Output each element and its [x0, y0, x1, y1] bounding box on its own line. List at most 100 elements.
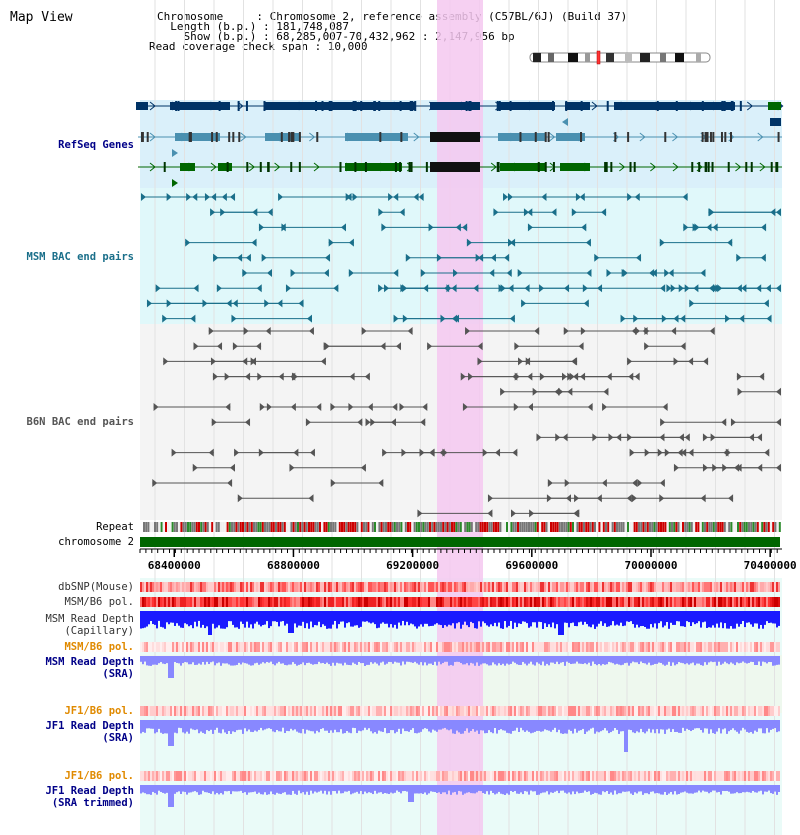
repeat-segment [334, 522, 337, 532]
repeat-segment [242, 522, 244, 532]
repeat-segment [261, 522, 264, 532]
depth-bar [334, 720, 336, 730]
pol-cell [480, 706, 482, 716]
depth-bar [720, 720, 722, 734]
pol-cell [268, 771, 270, 781]
depth-bar [560, 720, 562, 734]
pol-cell [648, 582, 650, 592]
depth-bar [408, 611, 410, 626]
depth-bar [520, 611, 522, 624]
b6n-bac-track[interactable] [152, 327, 781, 518]
depth-bar [696, 611, 698, 624]
pol-cell [406, 642, 408, 652]
repeat-track[interactable] [143, 522, 781, 532]
pol-cell [344, 706, 346, 716]
pol-cell [740, 706, 742, 716]
pol-cell [310, 642, 312, 652]
repeat-segment [624, 522, 627, 532]
jf1-b6-pol-track-2[interactable] [140, 771, 780, 781]
pol-cell [690, 642, 692, 652]
pol-cell [290, 771, 292, 781]
pol-cell [480, 642, 482, 652]
pol-cell [430, 771, 432, 781]
pol-cell [716, 706, 718, 716]
chromosome-bar[interactable] [140, 537, 780, 547]
pol-cell [742, 771, 744, 781]
repeat-segment [202, 522, 205, 532]
depth-bar [774, 611, 776, 624]
pol-cell [320, 642, 322, 652]
pol-cell [742, 597, 744, 607]
msm-read-depth-capillary-track[interactable] [140, 611, 780, 635]
pol-cell [756, 706, 758, 716]
refseq-gene-track[interactable] [136, 101, 784, 187]
pol-cell [288, 642, 290, 652]
depth-bar [168, 720, 170, 746]
pol-cell [396, 582, 398, 592]
msm-bac-pair-end [230, 193, 236, 201]
pol-cell [372, 706, 374, 716]
pol-cell [420, 706, 422, 716]
pol-cell [680, 597, 682, 607]
msm-bac-pair-end [232, 299, 238, 308]
pol-cell [362, 771, 364, 781]
depth-bar [622, 611, 624, 627]
pol-cell [696, 771, 698, 781]
pol-cell [464, 642, 466, 652]
b6n-bac-pair-end [265, 327, 271, 335]
depth-bar [586, 720, 588, 732]
gene-direction-arrow [528, 101, 535, 111]
msm-b6-pol-track-2[interactable] [140, 642, 780, 652]
gene-direction-arrow [565, 101, 572, 111]
pol-cell [354, 771, 356, 781]
dbsnp-track[interactable] [140, 582, 780, 592]
pol-cell [188, 771, 190, 781]
pol-cell [154, 582, 156, 592]
pol-cell [150, 642, 152, 652]
depth-bar [374, 611, 376, 625]
depth-bar [458, 720, 460, 733]
pol-cell [538, 597, 540, 607]
b6n-bac-pair-end [422, 403, 428, 411]
depth-bar [256, 611, 258, 622]
depth-bar [264, 656, 266, 664]
b6n-bac-pair-end [212, 372, 218, 381]
pol-cell [180, 582, 182, 592]
depth-bar [536, 720, 538, 731]
msm-b6-pol-track[interactable] [140, 597, 780, 607]
jf1-b6-pol-track[interactable] [140, 706, 780, 716]
depth-bar [372, 611, 374, 623]
pol-cell [618, 771, 620, 781]
depth-bar [198, 611, 200, 621]
repeat-segment [488, 522, 491, 532]
pol-cell [316, 771, 318, 781]
depth-bar [750, 656, 752, 662]
msm-read-depth-sra-track[interactable] [140, 656, 780, 678]
jf1-read-depth-sra-trimmed-track[interactable] [140, 785, 780, 807]
pol-cell [674, 582, 676, 592]
depth-bar [430, 611, 432, 626]
pol-cell [724, 582, 726, 592]
jf1-read-depth-sra-track[interactable] [140, 720, 780, 752]
msm-bac-track[interactable] [140, 193, 781, 323]
pol-cell [360, 582, 362, 592]
gene-exon-tick [627, 132, 630, 142]
depth-bar [438, 656, 440, 662]
gene-exon-tick [354, 162, 357, 172]
depth-bar [276, 611, 278, 622]
depth-bar [416, 720, 418, 734]
pol-cell [370, 706, 372, 716]
pol-cell [492, 642, 494, 652]
pol-cell [588, 771, 590, 781]
depth-bar [200, 656, 202, 665]
pol-cell [246, 582, 248, 592]
pol-cell [398, 706, 400, 716]
msm-bac-pair-end [523, 208, 529, 217]
depth-bar [178, 611, 180, 626]
depth-bar [526, 611, 528, 624]
depth-bar [472, 785, 474, 794]
depth-bar [576, 785, 578, 792]
pol-cell [406, 597, 408, 607]
depth-bar [666, 785, 668, 795]
depth-bar [148, 611, 150, 625]
